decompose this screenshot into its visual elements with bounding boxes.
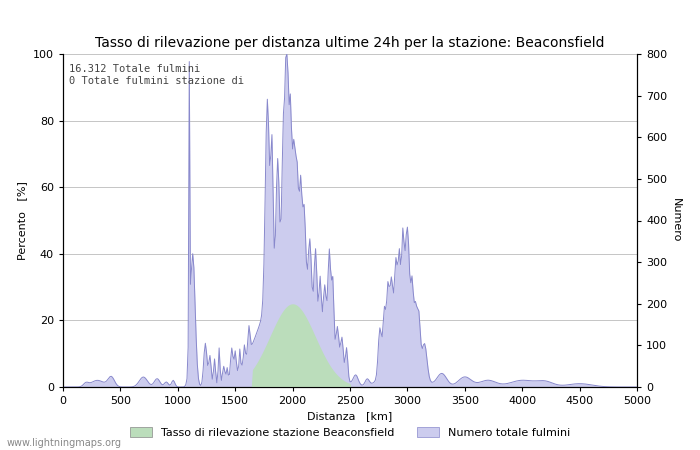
Y-axis label: Numero: Numero — [671, 198, 681, 243]
Text: www.lightningmaps.org: www.lightningmaps.org — [7, 438, 122, 448]
Text: 16.312 Totale fulmini
0 Totale fulmini stazione di: 16.312 Totale fulmini 0 Totale fulmini s… — [69, 64, 244, 86]
Y-axis label: Percento   [%]: Percento [%] — [18, 181, 27, 260]
Title: Tasso di rilevazione per distanza ultime 24h per la stazione: Beaconsfield: Tasso di rilevazione per distanza ultime… — [95, 36, 605, 50]
X-axis label: Distanza   [km]: Distanza [km] — [307, 412, 393, 422]
Legend: Tasso di rilevazione stazione Beaconsfield, Numero totale fulmini: Tasso di rilevazione stazione Beaconsfie… — [125, 423, 575, 442]
